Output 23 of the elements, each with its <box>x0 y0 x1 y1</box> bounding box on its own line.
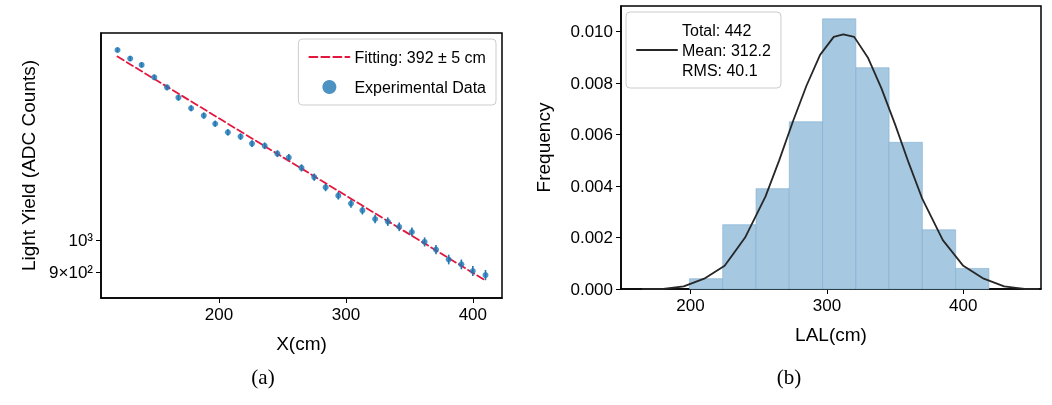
text: (a) <box>251 364 275 389</box>
x-tick-label: 400 <box>949 296 978 315</box>
y-tick-label: 9×10² <box>49 263 94 283</box>
y-tick-label: 0.004 <box>570 176 613 196</box>
y-tick-label: 0.008 <box>570 73 613 93</box>
legend-label: Experimental Data <box>354 78 487 96</box>
legend-label: Total: 442 Mean: 312.2 RMS: 40.1 <box>682 21 772 79</box>
y-tick-label: 0.002 <box>570 228 613 248</box>
x-tick-label: 300 <box>812 296 842 315</box>
x-tick-label: 400 <box>458 305 487 324</box>
x-axis-title: LAL(cm) <box>795 324 867 345</box>
x-tick-label: 200 <box>676 296 705 315</box>
legend-label: Fitting: 392 ± 5 cm <box>354 48 486 66</box>
x-tick-label: 300 <box>331 305 361 324</box>
x-tick-label: 200 <box>204 305 234 324</box>
y-tick-label: 0.010 <box>570 22 613 42</box>
y-axis-title: Frequency <box>533 102 554 193</box>
text: (b) <box>776 364 802 389</box>
x-axis-title: X(cm) <box>276 333 327 354</box>
y-axis-title: Light Yield (ADC Counts) <box>18 59 40 272</box>
y-tick-label: 0.006 <box>570 125 613 145</box>
y-tick-label: 0.000 <box>570 279 613 299</box>
y-tick-label: 10³ <box>68 231 94 251</box>
